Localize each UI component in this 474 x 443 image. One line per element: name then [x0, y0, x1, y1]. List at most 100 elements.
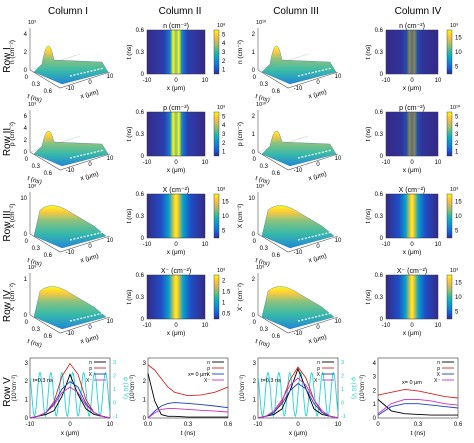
- series-line-0: [29, 373, 111, 419]
- heatmap-title: X (cm⁻²): [163, 187, 190, 194]
- y-tick: 0: [143, 416, 147, 422]
- heatmap-x-tick: 10: [435, 160, 442, 166]
- x-tick: 10: [335, 422, 342, 428]
- legend-label: n: [89, 360, 92, 366]
- colorbar-exponent: 10⁹: [217, 104, 225, 111]
- heatmap-t-tick: 0: [141, 154, 145, 160]
- surface-z-tick: 2: [252, 114, 256, 120]
- colorbar-exponent: 10¹⁰: [450, 104, 461, 111]
- t-axis-label: t (ns): [254, 257, 270, 268]
- surface-axes: [257, 273, 339, 334]
- phi-tick: -1: [113, 414, 118, 420]
- x-tick: 0: [316, 325, 320, 331]
- row-label-4: Row IV: [2, 290, 13, 323]
- y-tick: 1: [373, 402, 377, 408]
- x-tick: 0: [88, 244, 92, 250]
- surface-edge-detail: [69, 67, 105, 77]
- x-tick: 0: [68, 422, 72, 428]
- x-axis-label: x (μm): [80, 171, 100, 183]
- heatmap-title: n (cm⁻²): [163, 23, 189, 30]
- x-tick: 0: [88, 325, 92, 331]
- heatmap-t-label: t (ns): [365, 209, 372, 224]
- legend-label: X: [437, 372, 441, 378]
- x-tick: 0: [88, 80, 92, 86]
- surface-z-exponent: 10⁹: [28, 264, 36, 271]
- heatmap-x-tick: 0: [410, 78, 414, 84]
- x-axis-label: x (μm): [80, 334, 100, 346]
- x-tick: 0: [316, 244, 320, 250]
- heatmap-r4-c4: X⁻ (cm⁻²)00.30.6t (ns)-10 0 10x (μm)510151…: [365, 267, 462, 337]
- legend-label: X⁻: [314, 378, 320, 384]
- t-tick: 0.3: [32, 82, 41, 88]
- x-axis-label: t (ns): [411, 430, 426, 437]
- colorbar-tick: 5: [455, 310, 459, 316]
- heatmap-t-tick: 0.3: [136, 132, 145, 138]
- surface-mesh: [261, 130, 337, 167]
- surface-z-tick: 4: [24, 32, 28, 38]
- colorbar-exponent: 10⁹: [450, 22, 458, 29]
- heatmap-x-tick: 10: [435, 78, 442, 84]
- heatmap-x-tick: 0: [174, 78, 178, 84]
- heatmap-r3-c2: X (cm⁻²)00.30.6t (ns)-10 0 10x (μm)5101510…: [126, 186, 229, 256]
- surface-mesh: [261, 45, 337, 85]
- legend-label: X⁻: [434, 378, 440, 384]
- phi-axis-label: φ (10 V): [122, 377, 128, 399]
- phi-tick: -1: [341, 414, 346, 420]
- x-axis-label: x (μm): [308, 253, 328, 265]
- legend-label: p: [437, 366, 440, 372]
- heatmap-title: X⁻ (cm⁻²): [397, 268, 427, 275]
- colorbar-tick: 15: [455, 280, 462, 286]
- heatmap-t-tick: 0.3: [375, 214, 384, 220]
- colorbar-tick: 2: [222, 279, 226, 285]
- y-tick: 0: [373, 416, 377, 422]
- annotation: x= 0 μm: [402, 380, 422, 386]
- colorbar: [213, 29, 220, 75]
- heatmap-t-tick: 0.6: [375, 28, 384, 34]
- heatmap-x-tick: 0: [410, 323, 414, 329]
- surface-axes: [29, 192, 111, 253]
- heatmap-t-tick: 0: [380, 236, 384, 242]
- heatmap-t-tick: 0: [380, 317, 384, 323]
- x-tick: 0: [316, 80, 320, 86]
- surface-z-exponent: 10⁹: [28, 19, 36, 26]
- x-tick: 10: [107, 422, 114, 428]
- legend-label: X⁻: [204, 378, 210, 384]
- x-axis-label: x (μm): [308, 334, 328, 346]
- heatmap-image: [146, 111, 206, 157]
- surface-z-tick: 6: [24, 114, 28, 120]
- t-tick: 0: [25, 75, 29, 81]
- heatmap-x-tick: -10: [382, 78, 391, 84]
- colorbar-tick: 3: [222, 50, 226, 56]
- t-axis-label: t (ns): [254, 175, 270, 186]
- x-axis-label: x (μm): [80, 89, 100, 101]
- x-tick: 0: [316, 162, 320, 168]
- x-tick: -10: [294, 86, 303, 92]
- series-line-1: [147, 364, 229, 397]
- legend-label: p: [317, 366, 320, 372]
- x-tick: -10: [66, 250, 75, 256]
- x-tick: -10: [66, 331, 75, 337]
- phi-curve: [257, 371, 339, 418]
- heatmap-t-label: t (ns): [365, 290, 372, 305]
- heatmap-title: n (cm⁻²): [399, 23, 425, 30]
- surface-mesh: [33, 205, 107, 249]
- heatmap-x-tick: 0: [174, 160, 178, 166]
- heatmap-t-tick: 0: [380, 72, 384, 78]
- y-tick: 3: [253, 361, 257, 367]
- x-tick: 10: [107, 238, 114, 244]
- x-axis-label: x (μm): [289, 430, 308, 437]
- surface-z-label: p (cm⁻²): [9, 122, 16, 146]
- heatmap-title: p (cm⁻²): [399, 105, 425, 112]
- heatmap-image: [146, 274, 206, 320]
- x-tick: -10: [254, 422, 263, 428]
- colorbar-tick: 3: [222, 132, 226, 138]
- phi-tick: 3: [341, 360, 344, 366]
- phi-tick: 2: [341, 374, 344, 380]
- t-axis-label: t (ns): [254, 93, 270, 104]
- t-tick: 0.6: [44, 253, 53, 259]
- heatmap-image: [385, 193, 439, 239]
- colorbar: [446, 29, 453, 75]
